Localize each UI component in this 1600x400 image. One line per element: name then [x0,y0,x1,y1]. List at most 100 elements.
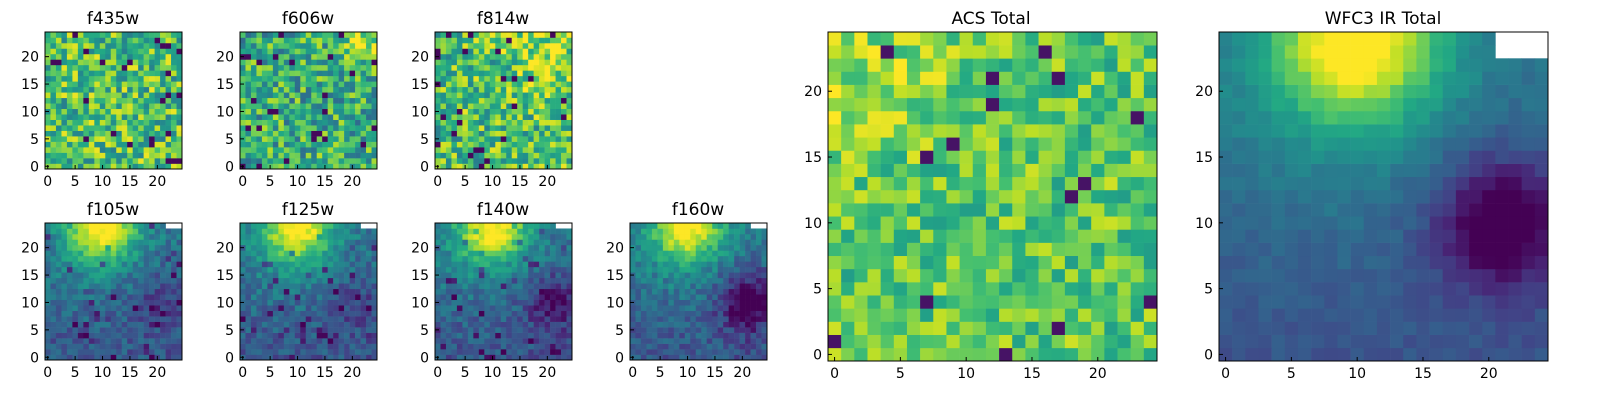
heatmap-cell [739,294,746,301]
heatmap-cell [316,141,323,148]
heatmap-cell [1078,229,1092,243]
heatmap-cell [154,321,161,328]
heatmap-cell [484,255,491,262]
heatmap-cell [116,288,123,295]
heatmap-cell [1038,229,1053,243]
heatmap-cell [50,316,57,322]
heatmap-cell [311,130,318,137]
heatmap-cell [289,261,296,268]
heatmap-cell [256,316,263,322]
heatmap-cell [528,59,534,66]
heatmap-cell [679,239,686,246]
heatmap-cell [267,75,274,82]
heatmap-cell [717,327,724,333]
heatmap-cell [160,147,166,153]
heatmap-cell [355,261,361,268]
heatmap-cell [110,42,117,49]
heatmap-cell [250,261,257,268]
heatmap-cell [511,228,518,235]
heatmap-cell [566,163,573,170]
heatmap-cell [484,239,491,246]
heatmap-cell [550,75,556,82]
heatmap-cell [138,327,144,333]
heatmap-cell [435,343,441,350]
heatmap-cell [561,53,567,60]
heatmap-cell [322,108,328,115]
heatmap-cell [1038,176,1053,191]
heatmap-cell [473,316,480,322]
heatmap-cell [105,233,112,240]
heatmap-cell [83,92,90,99]
heatmap-cell [657,294,664,301]
heatmap-cell [1117,163,1131,178]
heatmap-cell [544,332,551,339]
heatmap-cell [311,37,318,44]
heatmap-cell [451,81,458,88]
heatmap-cell [256,266,263,273]
heatmap-cell [171,294,177,301]
heatmap-cell [561,147,567,153]
heatmap-cell [478,343,485,350]
heatmap-cell [256,32,263,38]
heatmap-cell [99,223,106,229]
heatmap-cell [283,343,290,350]
heatmap-cell [646,354,653,361]
heatmap-cell [440,163,447,170]
heatmap-cell [635,250,642,257]
heatmap-cell [256,163,263,170]
heatmap-cell [55,103,62,110]
heatmap-cell [250,70,257,77]
heatmap-cell [176,108,183,115]
heatmap-cell [456,147,463,153]
heatmap-cell [522,294,529,301]
heatmap-cell [66,266,73,273]
heatmap-cell [451,305,458,311]
heatmap-cell [99,42,106,49]
heatmap-cell [640,332,647,339]
heatmap-cell [143,75,150,82]
heatmap-cell [327,97,334,104]
heatmap-cell [717,277,724,284]
heatmap-cell [316,53,323,60]
heatmap-cell [999,176,1013,191]
heatmap-cell [165,59,172,66]
heatmap-cell [500,239,507,246]
heatmap-cell [272,59,279,66]
heatmap-cell [489,338,496,344]
heatmap-cell [160,37,166,44]
heatmap-cell [435,316,441,322]
heatmap-cell [684,343,691,350]
heatmap-cell [451,233,458,240]
heatmap-cell [176,64,183,71]
heatmap-cell [289,81,296,88]
heatmap-cell [171,233,177,240]
heatmap-cell [250,59,257,66]
heatmap-cell [539,59,545,66]
heatmap-cell [495,272,502,279]
panel-title: f435w [87,9,139,29]
heatmap-cell [360,141,367,148]
heatmap-cell [867,242,881,257]
heatmap-cell [662,288,669,295]
heatmap-cell [673,327,680,333]
heatmap-cell [344,108,350,115]
heatmap-cell [500,141,507,148]
heatmap-cell [149,130,155,137]
heatmap-cell [50,277,57,284]
heatmap-cell [761,332,768,339]
heatmap-cell [706,277,713,284]
heatmap-cell [50,163,57,170]
heatmap-cell [138,272,144,279]
heatmap-cell [99,141,106,148]
heatmap-cell [283,327,290,333]
heatmap-cell [561,332,567,339]
heatmap-cell [473,310,480,317]
heatmap-cell [305,70,312,77]
heatmap-cell [333,250,339,257]
heatmap-cell [105,53,112,60]
heatmap-cell [1078,124,1092,138]
heatmap-cell [283,316,290,322]
heatmap-cell [445,59,452,66]
heatmap-cell [506,277,513,284]
heatmap-cell [690,288,697,295]
